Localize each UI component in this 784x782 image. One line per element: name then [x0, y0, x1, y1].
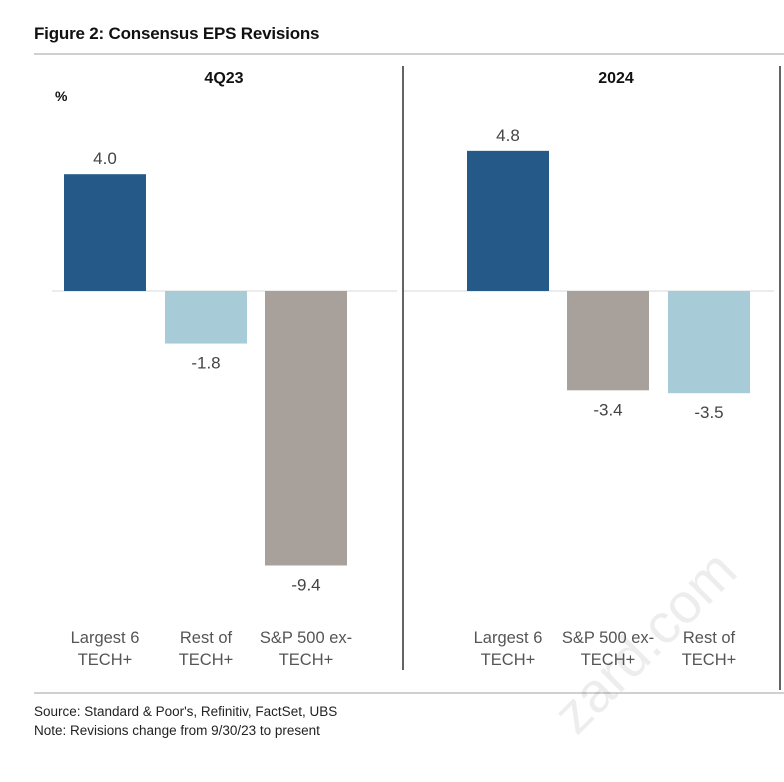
source-note: Source: Standard & Poor's, Refinitiv, Fa… — [34, 704, 338, 719]
value-label: -9.4 — [291, 575, 320, 594]
revisions-note: Note: Revisions change from 9/30/23 to p… — [34, 723, 320, 738]
category-label: TECH+ — [481, 651, 536, 669]
category-label: Largest 6 — [474, 629, 543, 647]
bar — [265, 291, 347, 566]
figure-title: Figure 2: Consensus EPS Revisions — [34, 24, 320, 43]
y-axis-unit-label: % — [55, 88, 68, 104]
bar — [64, 174, 146, 291]
category-label: S&P 500 ex- — [562, 629, 654, 647]
bar — [567, 291, 649, 391]
bottom-rule — [34, 692, 784, 694]
value-label: -1.8 — [191, 354, 220, 373]
category-label: Rest of — [683, 629, 736, 647]
category-label: Rest of — [180, 629, 233, 647]
category-label: TECH+ — [581, 651, 636, 669]
category-label: S&P 500 ex- — [260, 629, 352, 647]
panel-title: 2024 — [598, 70, 634, 87]
panel-title: 4Q23 — [204, 70, 243, 87]
value-label: 4.8 — [496, 126, 520, 145]
category-label: TECH+ — [179, 651, 234, 669]
value-label: -3.4 — [593, 400, 622, 419]
bar — [467, 150, 549, 291]
top-rule — [34, 53, 784, 55]
category-label: TECH+ — [682, 651, 737, 669]
value-label: -3.5 — [694, 403, 723, 422]
value-label: 4.0 — [93, 149, 117, 168]
category-label: Largest 6 — [71, 629, 140, 647]
category-label: TECH+ — [78, 651, 133, 669]
bar — [668, 291, 750, 394]
category-label: TECH+ — [279, 651, 334, 669]
bar — [165, 291, 247, 344]
